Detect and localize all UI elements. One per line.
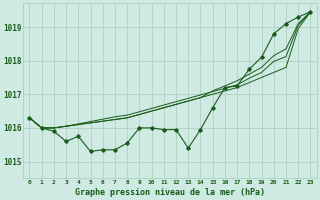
X-axis label: Graphe pression niveau de la mer (hPa): Graphe pression niveau de la mer (hPa) xyxy=(75,188,265,197)
